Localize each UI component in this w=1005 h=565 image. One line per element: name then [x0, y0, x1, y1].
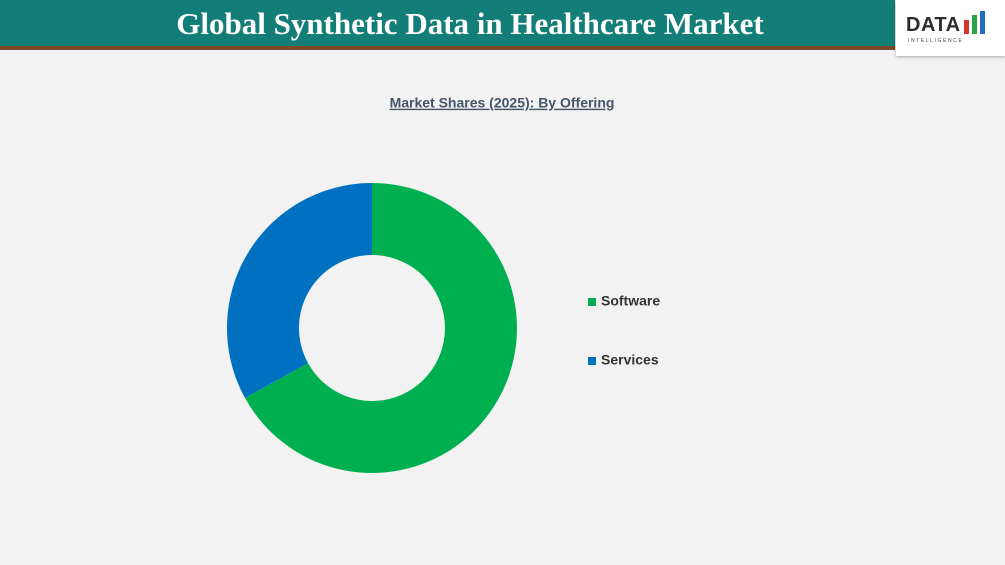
legend-label: Software — [601, 293, 660, 309]
chart: Market Shares (2025): By Offering Softwa… — [227, 95, 660, 473]
donut-slice — [244, 183, 517, 473]
legend-label: Services — [601, 352, 659, 368]
logo-subtext: INTELLIGENCE — [908, 38, 964, 44]
logo: DATA INTELLIGENCE — [896, 0, 1005, 56]
page-title: Global Synthetic Data in Healthcare Mark… — [176, 6, 764, 41]
logo-icon — [964, 11, 985, 34]
chart-title: Market Shares (2025): By Offering — [390, 95, 615, 111]
header-bar — [0, 0, 895, 50]
legend-swatch — [588, 298, 596, 306]
legend-swatch — [588, 357, 596, 365]
donut-slice — [227, 183, 372, 398]
logo-text: DATA — [906, 14, 961, 36]
